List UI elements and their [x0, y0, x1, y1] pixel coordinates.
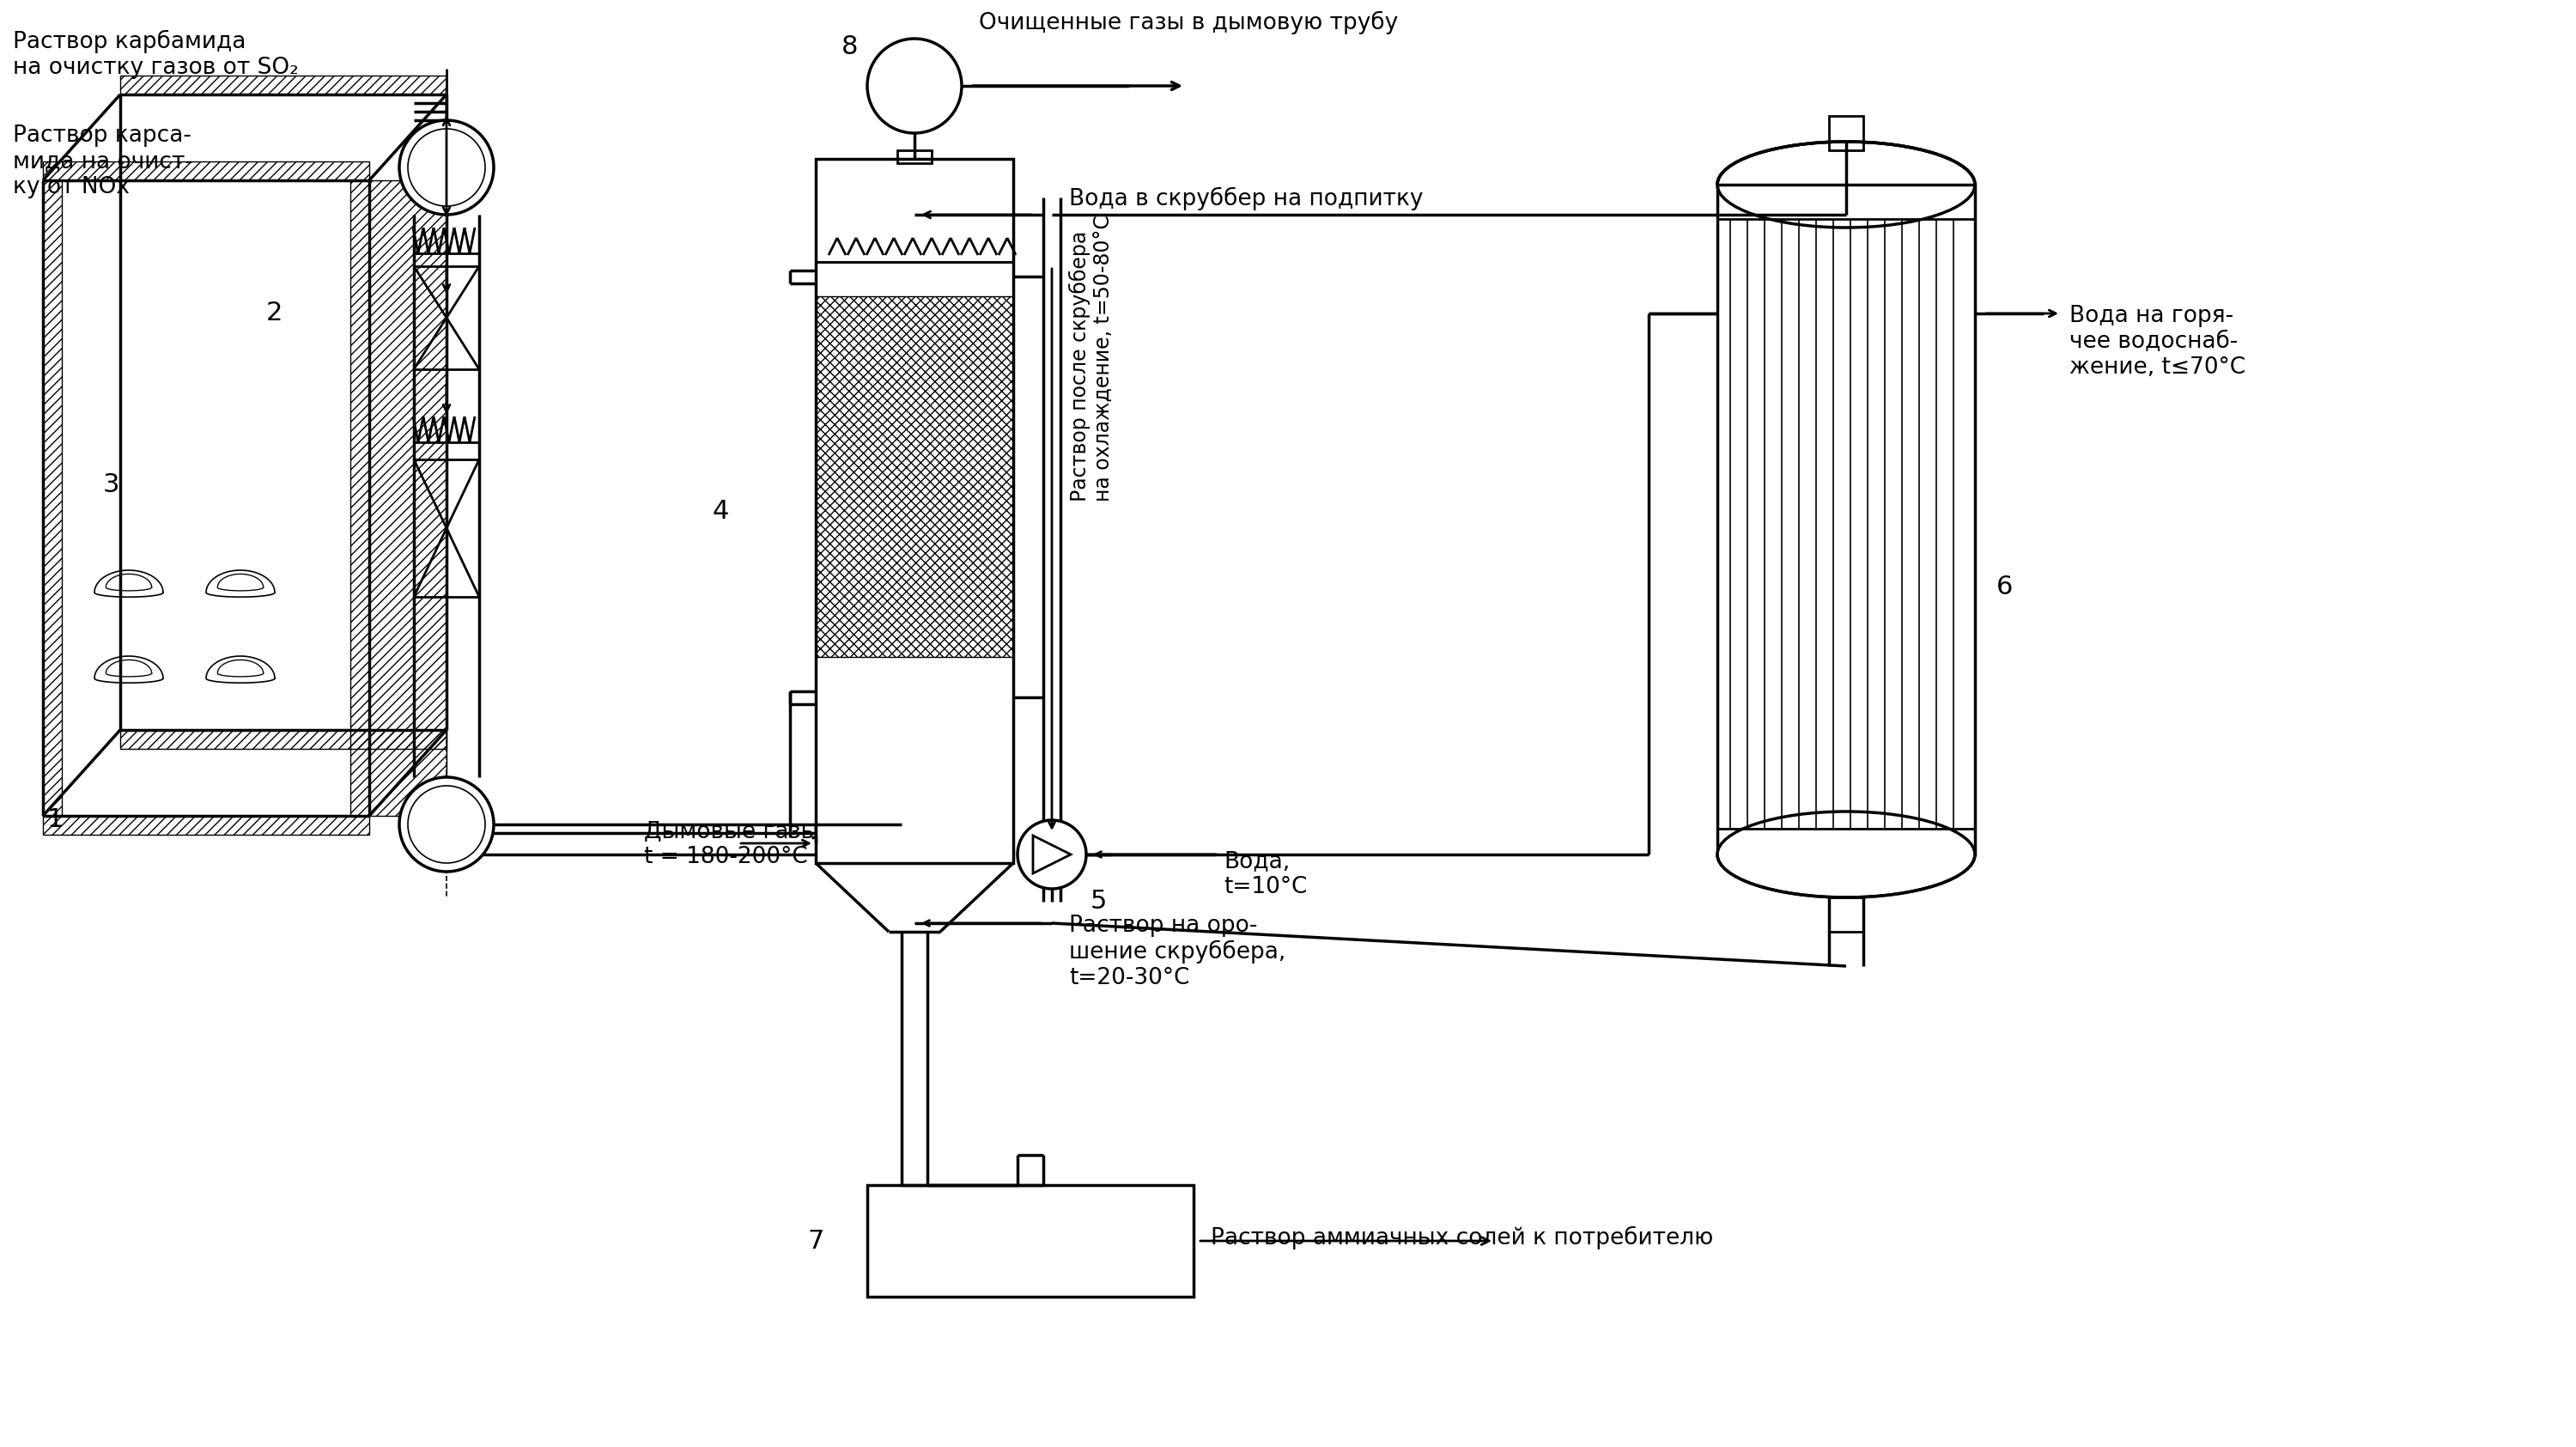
Text: 6: 6 — [1996, 574, 2012, 599]
Text: 5: 5 — [1090, 888, 1108, 913]
Bar — [121, 75, 446, 94]
Text: Раствор после скруббера
на охлаждение, t=50-80°C: Раствор после скруббера на охлаждение, t… — [1069, 214, 1115, 502]
Circle shape — [399, 120, 495, 214]
Text: Дымовые газы
t = 180-200°C: Дымовые газы t = 180-200°C — [644, 820, 819, 868]
Text: Очищенные газы в дымовую трубу: Очищенные газы в дымовую трубу — [979, 12, 1399, 35]
Ellipse shape — [1718, 812, 1976, 897]
Bar — [121, 729, 446, 750]
Text: Раствор аммиачных солей к потребителю: Раствор аммиачных солей к потребителю — [1211, 1226, 1713, 1250]
Circle shape — [407, 786, 484, 862]
Text: 1: 1 — [46, 807, 64, 832]
Bar — [44, 162, 368, 181]
Bar — [368, 181, 446, 816]
Text: Раствор карбамида
на очистку газов от SO₂: Раствор карбамида на очистку газов от SO… — [13, 30, 299, 80]
Circle shape — [1018, 820, 1087, 888]
Bar — [1829, 116, 1862, 150]
Text: Вода,
t=10°C: Вода, t=10°C — [1224, 851, 1306, 899]
Bar — [415, 460, 479, 596]
Bar — [350, 181, 368, 816]
Bar — [44, 816, 368, 835]
Circle shape — [399, 777, 495, 871]
Text: 8: 8 — [842, 35, 858, 59]
Text: 3: 3 — [103, 472, 118, 498]
Ellipse shape — [1718, 142, 1976, 227]
Text: 7: 7 — [809, 1229, 824, 1253]
Text: Раствор на оро-
шение скруббера,
t=20-30°C: Раствор на оро- шение скруббера, t=20-30… — [1069, 915, 1285, 990]
Text: 2: 2 — [265, 301, 283, 326]
Bar — [415, 266, 479, 369]
Bar — [817, 297, 1012, 657]
Text: Раствор карса-
мида на очист-
ку от NOx: Раствор карса- мида на очист- ку от NOx — [13, 124, 193, 198]
Bar — [44, 181, 62, 816]
Text: Вода на горя-
чее водоснаб-
жение, t≤70°C: Вода на горя- чее водоснаб- жение, t≤70°… — [2069, 305, 2246, 379]
Bar — [817, 159, 1012, 862]
Polygon shape — [1033, 835, 1072, 874]
Bar — [1718, 185, 1976, 855]
Circle shape — [868, 39, 961, 133]
Bar — [868, 1185, 1193, 1297]
Circle shape — [407, 129, 484, 205]
Bar — [896, 150, 933, 164]
Bar — [1829, 897, 1862, 932]
Text: Вода в скруббер на подпитку: Вода в скруббер на подпитку — [1069, 187, 1422, 210]
Text: 4: 4 — [714, 499, 729, 524]
